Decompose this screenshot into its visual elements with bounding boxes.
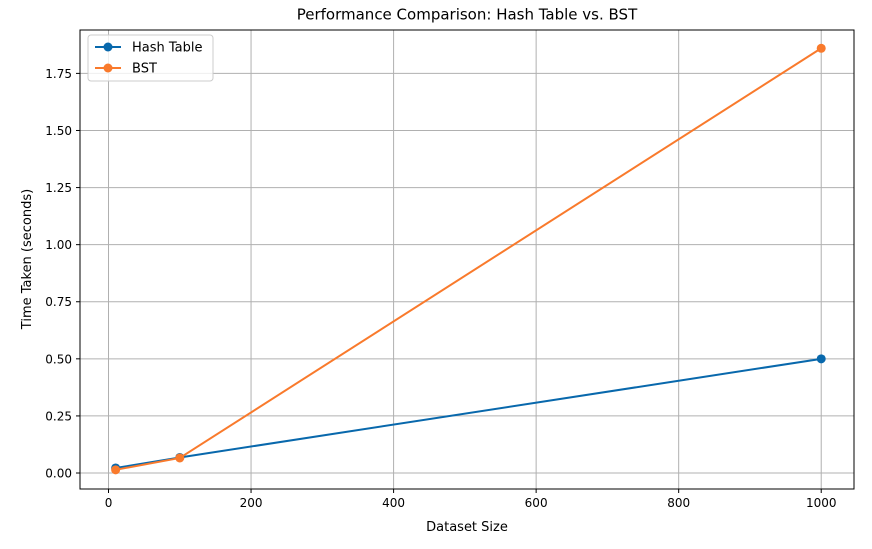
legend-entry-hash-table: Hash Table [95, 41, 203, 56]
chart-title: Performance Comparison: Hash Table vs. B… [297, 6, 638, 24]
series-line-bst [115, 47, 822, 471]
legend-label: BST [132, 62, 157, 77]
x-tick-label: 800 [667, 496, 690, 510]
y-tick-label: 0.00 [45, 467, 72, 481]
legend-label: Hash Table [132, 41, 203, 56]
y-axis-label: Time Taken (seconds) [20, 189, 35, 330]
x-tick-label: 400 [382, 496, 405, 510]
legend-marker [103, 42, 113, 52]
plot-frame [79, 29, 855, 490]
series-layer [111, 43, 826, 475]
y-tick-label: 1.25 [45, 181, 72, 195]
series-line-hash-table [115, 357, 822, 469]
y-tick-label: 1.50 [45, 124, 72, 138]
y-tick-label: 0.75 [45, 295, 72, 309]
x-tick-label: 1000 [806, 496, 837, 510]
x-tick-label: 200 [240, 496, 263, 510]
legend: Hash Table BST [87, 34, 214, 82]
series-bst [111, 43, 826, 475]
y-tick-label: 1.00 [45, 238, 72, 252]
ticks: 0 200 400 600 800 1000 0.00 0.25 0.50 0.75 1.00 1.2… [45, 67, 836, 510]
x-axis-label: Dataset Size [426, 520, 508, 535]
data-point-bst [111, 465, 121, 475]
data-point-hash-table [816, 354, 826, 364]
y-tick-label: 1.75 [45, 67, 72, 81]
x-tick-label: 600 [525, 496, 548, 510]
series-hash-table [111, 354, 826, 473]
legend-entry-bst: BST [95, 62, 157, 77]
y-tick-label: 0.25 [45, 409, 72, 423]
legend-marker [103, 63, 113, 73]
data-point-bst [816, 43, 826, 53]
data-point-bst [175, 453, 185, 463]
x-tick-label: 0 [105, 496, 113, 510]
y-tick-label: 0.50 [45, 352, 72, 366]
grid [80, 30, 854, 489]
